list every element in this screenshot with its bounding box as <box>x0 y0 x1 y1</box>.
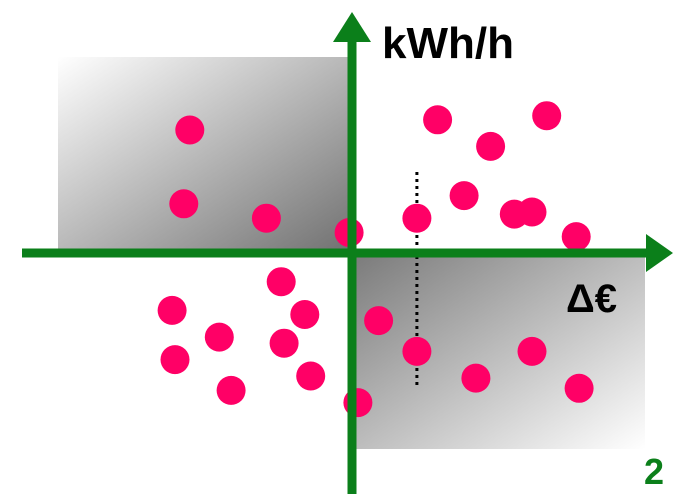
data-point-8 <box>476 131 506 161</box>
data-point-22 <box>402 336 432 366</box>
data-point-20 <box>296 361 326 391</box>
shaded-quadrant-bottom-right <box>353 253 645 449</box>
data-point-19 <box>216 375 246 405</box>
data-point-16 <box>290 300 320 329</box>
shaded-quadrant-top-left <box>58 57 353 253</box>
x-axis-arrow-icon <box>646 234 673 272</box>
data-point-9 <box>532 101 562 131</box>
data-point-24 <box>517 336 547 366</box>
data-point-6 <box>449 181 479 211</box>
data-point-14 <box>157 295 187 325</box>
data-point-2 <box>169 189 199 219</box>
data-point-23 <box>461 363 491 393</box>
data-point-5 <box>402 203 432 233</box>
data-point-7 <box>423 105 453 135</box>
page-number: 2 <box>644 451 664 492</box>
data-point-15 <box>204 322 234 352</box>
data-point-11 <box>517 197 547 227</box>
data-point-13 <box>266 267 296 297</box>
data-point-18 <box>160 345 190 375</box>
y-axis-arrow-icon <box>333 12 371 42</box>
data-point-17 <box>269 328 299 358</box>
data-point-12 <box>561 222 591 252</box>
y-axis-label: kWh/h <box>382 19 514 68</box>
x-axis-label: Δ€ <box>566 277 617 321</box>
data-point-3 <box>251 203 281 233</box>
data-points <box>157 101 594 418</box>
data-point-1 <box>175 115 205 145</box>
data-point-21 <box>364 306 394 336</box>
data-point-25 <box>564 373 594 403</box>
